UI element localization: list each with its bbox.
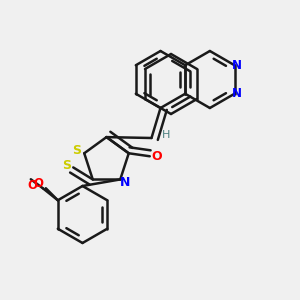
Text: S: S: [62, 158, 71, 172]
Text: S: S: [72, 144, 81, 158]
Text: H: H: [162, 130, 171, 140]
Text: O: O: [33, 177, 43, 190]
Text: O: O: [151, 150, 162, 163]
Text: N: N: [120, 176, 130, 189]
Text: N: N: [232, 87, 242, 100]
Text: O: O: [27, 179, 37, 192]
Text: N: N: [232, 59, 242, 72]
